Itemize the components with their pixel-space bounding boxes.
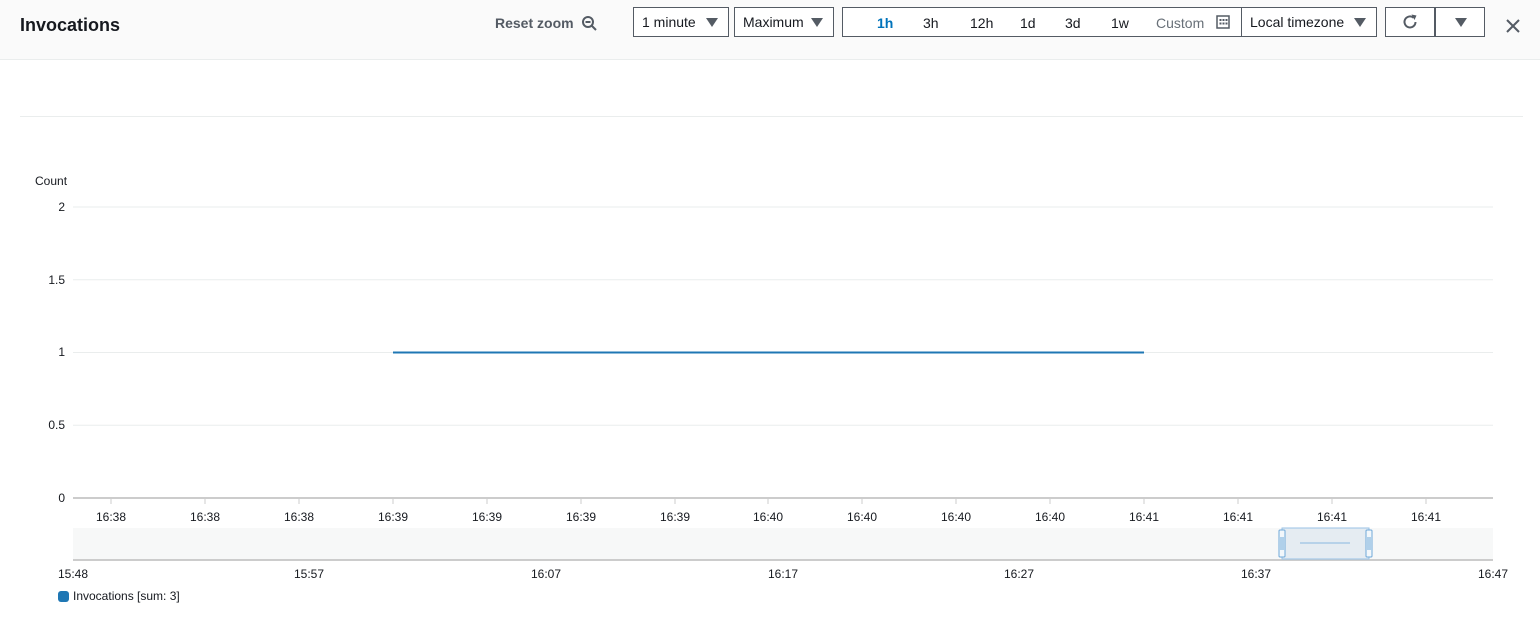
time-range-group: 1h 3h 12h 1d 3d 1w Custom — [842, 7, 1242, 37]
x-tick-label: 16:38 — [189, 510, 221, 524]
x-tick-label: 16:38 — [283, 510, 315, 524]
refresh-icon — [1403, 14, 1417, 29]
x-tick-label: 16:41 — [1128, 510, 1160, 524]
navigator-area — [73, 528, 1493, 560]
x-tick-label: 16:38 — [95, 510, 127, 524]
calendar-icon[interactable] — [1216, 15, 1230, 29]
legend-item[interactable]: Invocations [sum: 3] — [58, 589, 180, 603]
y-tick-label: 1.5 — [48, 273, 65, 287]
range-3d[interactable]: 3d — [1065, 15, 1081, 31]
x-tick-label: 16:40 — [752, 510, 784, 524]
navigator-handle[interactable] — [1278, 529, 1286, 558]
x-tick-label: 16:40 — [846, 510, 878, 524]
navigator-tick-label: 15:57 — [293, 567, 325, 581]
reset-zoom-label: Reset zoom — [495, 15, 574, 31]
x-tick-label: 16:39 — [659, 510, 691, 524]
timezone-select-value: Local timezone — [1250, 14, 1345, 30]
refresh-options-dropdown[interactable] — [1435, 7, 1485, 37]
y-tick-label: 0 — [58, 491, 65, 505]
period-select[interactable]: 1 minute — [633, 7, 729, 37]
x-tick-label: 16:41 — [1410, 510, 1442, 524]
divider — [20, 116, 1523, 117]
navigator-tick-label: 15:48 — [57, 567, 89, 581]
y-tick-label: 1 — [58, 345, 65, 359]
legend-swatch — [58, 590, 69, 602]
legend-label: Invocations [sum: 3] — [73, 589, 180, 603]
range-12h[interactable]: 12h — [970, 15, 994, 31]
chevron-down-icon — [1354, 18, 1366, 27]
x-tick-label: 16:41 — [1222, 510, 1254, 524]
widget-title: Invocations — [20, 15, 121, 35]
range-1h[interactable]: 1h — [877, 15, 894, 31]
y-tick-label: 0.5 — [48, 418, 65, 432]
period-select-value: 1 minute — [642, 14, 696, 30]
range-1w[interactable]: 1w — [1111, 15, 1129, 31]
navigator-tick-label: 16:47 — [1477, 567, 1509, 581]
chevron-down-icon — [706, 18, 718, 27]
zoom-out-icon — [581, 15, 597, 31]
x-tick-label: 16:39 — [377, 510, 409, 524]
navigator-tick-label: 16:07 — [530, 567, 562, 581]
timezone-select[interactable]: Local timezone — [1241, 7, 1377, 37]
statistic-select[interactable]: Maximum — [734, 7, 834, 37]
y-axis-label: Count — [35, 174, 68, 188]
statistic-select-value: Maximum — [743, 14, 804, 30]
range-custom[interactable]: Custom — [1156, 15, 1205, 31]
chevron-down-icon — [811, 18, 823, 27]
x-tick-label: 16:39 — [471, 510, 503, 524]
chevron-down-icon — [1455, 18, 1467, 27]
close-icon[interactable] — [1505, 18, 1521, 34]
y-tick-label: 2 — [58, 200, 65, 214]
range-1d[interactable]: 1d — [1020, 15, 1036, 31]
x-tick-label: 16:40 — [940, 510, 972, 524]
refresh-button[interactable] — [1385, 7, 1435, 37]
widget-header: Invocations Reset zoom 1 minute Maximum … — [0, 0, 1540, 60]
x-tick-label: 16:40 — [1034, 510, 1066, 524]
navigator-handle[interactable] — [1365, 529, 1373, 558]
range-3h[interactable]: 3h — [923, 15, 939, 31]
x-tick-label: 16:39 — [565, 510, 597, 524]
navigator-tick-label: 16:17 — [767, 567, 799, 581]
x-tick-label: 16:41 — [1316, 510, 1348, 524]
reset-zoom-button[interactable]: Reset zoom — [495, 13, 597, 33]
navigator-tick-label: 16:27 — [1003, 567, 1035, 581]
navigator-tick-label: 16:37 — [1240, 567, 1272, 581]
